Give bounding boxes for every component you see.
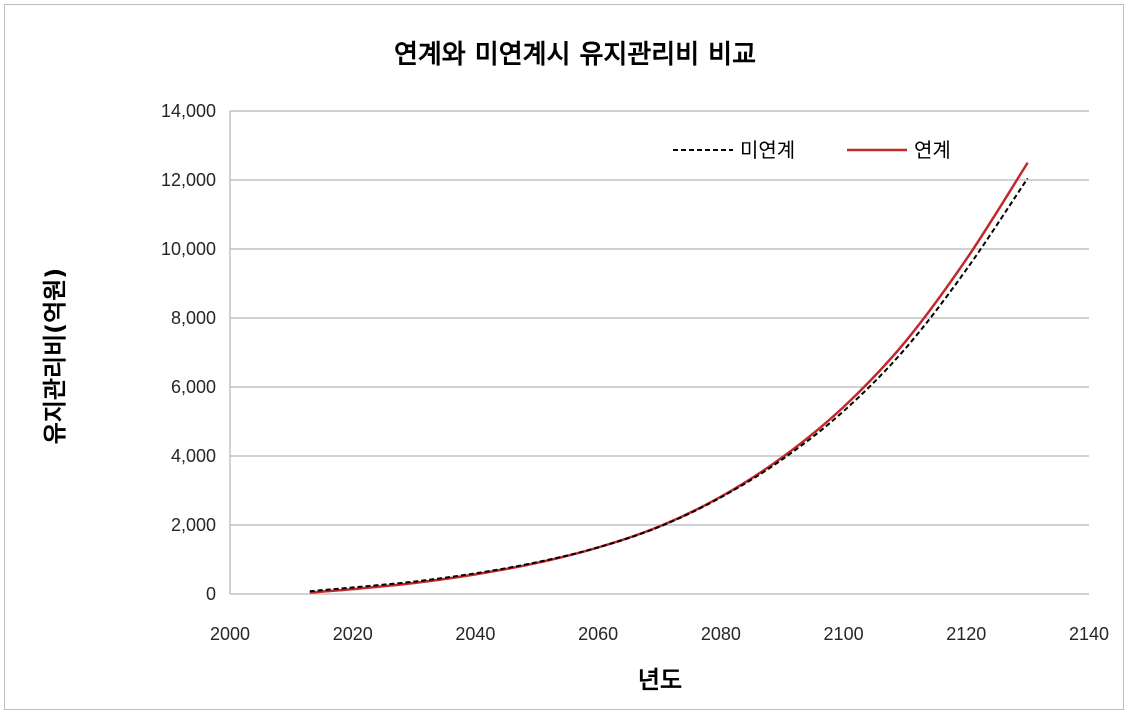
chart-svg: 연계와 미연계시 유지관리비 비교 0 2,000 4,000 6,000 8,000 1… — [41, 40, 1109, 694]
y-tick-label: 4,000 — [171, 446, 216, 466]
y-tick-label: 10,000 — [161, 239, 216, 259]
x-tick-label: 2060 — [578, 624, 618, 644]
y-tick-label: 14,000 — [161, 101, 216, 121]
gridlines — [229, 110, 1089, 595]
legend-label-unlinked: 미연계 — [740, 138, 795, 162]
y-axis-title: 유지관리비(억원) — [41, 268, 69, 445]
series-line-unlinked — [309, 177, 1029, 593]
x-tick-label: 2040 — [455, 624, 495, 644]
y-tick-labels: 0 2,000 4,000 6,000 8,000 10,000 12,000 14,000 — [161, 101, 216, 604]
x-tick-label: 2120 — [946, 624, 986, 644]
legend: 미연계 연계 — [673, 138, 951, 162]
y-tick-label: 6,000 — [171, 377, 216, 397]
x-tick-label: 2100 — [824, 624, 864, 644]
x-tick-label: 2020 — [333, 624, 373, 644]
legend-label-linked: 연계 — [914, 138, 951, 162]
chart-title: 연계와 미연계시 유지관리비 비교 — [394, 40, 756, 70]
y-tick-label: 2,000 — [171, 515, 216, 535]
x-tick-label: 2080 — [701, 624, 741, 644]
x-axis-title: 년도 — [638, 666, 682, 694]
x-tick-label: 2140 — [1069, 624, 1109, 644]
series-lines — [309, 162, 1029, 594]
x-tick-labels: 2000 2020 2040 2060 2080 2100 2120 2140 — [210, 624, 1109, 644]
chart-frame: 연계와 미연계시 유지관리비 비교 0 2,000 4,000 6,000 8,000 1… — [4, 4, 1124, 710]
series-line-linked — [309, 162, 1029, 594]
x-tick-label: 2000 — [210, 624, 250, 644]
y-tick-label: 0 — [206, 584, 216, 604]
y-tick-label: 12,000 — [161, 170, 216, 190]
y-tick-label: 8,000 — [171, 308, 216, 328]
